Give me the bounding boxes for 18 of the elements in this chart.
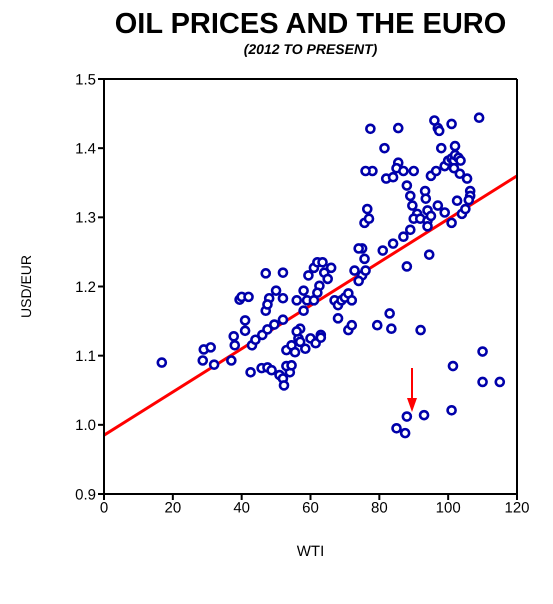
y-tick-label: 1.1	[75, 348, 96, 365]
x-tick-label: 40	[233, 500, 250, 517]
x-tick-label: 100	[436, 500, 461, 517]
x-tick-label: 0	[100, 500, 108, 517]
x-tick-label: 20	[164, 500, 182, 517]
chart-subtitle: (2012 TO PRESENT)	[242, 40, 378, 58]
chart-title: OIL PRICES AND THE EURO	[114, 8, 508, 40]
x-tick-label: 120	[504, 500, 530, 517]
y-tick-label: 1.5	[75, 71, 96, 88]
y-axis-title: USD/EUR	[18, 254, 34, 318]
y-tick-label: 0.9	[75, 486, 96, 504]
y-tick-label: 1.0	[75, 417, 96, 434]
y-tick-label: 1.2	[75, 278, 96, 296]
y-tick-label: 1.3	[75, 210, 96, 227]
x-tick-label: 80	[370, 500, 388, 517]
x-axis-title: WTI	[296, 543, 324, 560]
x-tick-label: 60	[302, 500, 319, 517]
y-tick-label: 1.4	[75, 140, 96, 158]
